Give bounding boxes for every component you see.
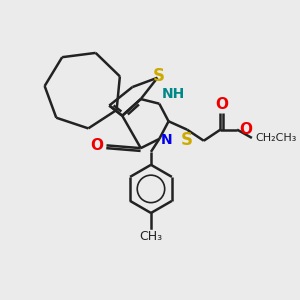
Text: O: O	[239, 122, 252, 137]
Text: S: S	[152, 67, 164, 85]
Text: O: O	[215, 97, 228, 112]
Text: NH: NH	[162, 87, 185, 101]
Text: S: S	[181, 131, 193, 149]
Text: N: N	[161, 133, 173, 147]
Text: CH₃: CH₃	[140, 230, 163, 243]
Text: CH₂CH₃: CH₂CH₃	[256, 133, 297, 143]
Text: O: O	[90, 138, 103, 153]
